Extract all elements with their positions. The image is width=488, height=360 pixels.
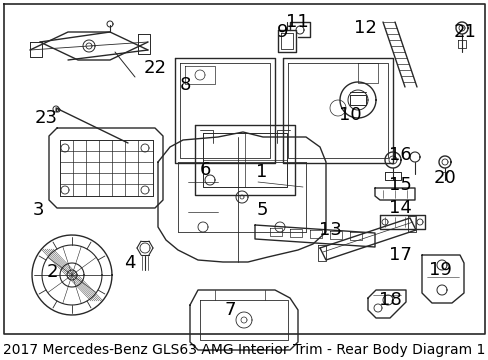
Text: 16: 16 — [388, 146, 410, 164]
Text: 6: 6 — [199, 161, 210, 179]
Text: 2: 2 — [46, 263, 58, 281]
Text: 20: 20 — [433, 169, 455, 187]
Text: 11: 11 — [285, 13, 308, 31]
Text: 7: 7 — [224, 301, 235, 319]
Text: 13: 13 — [318, 221, 341, 239]
Text: 5: 5 — [256, 201, 267, 219]
Text: 3: 3 — [32, 201, 43, 219]
Text: 10: 10 — [338, 106, 361, 124]
Text: 8: 8 — [179, 76, 190, 94]
Text: 12: 12 — [353, 19, 376, 37]
Text: 4: 4 — [124, 254, 136, 272]
Text: 9: 9 — [277, 23, 288, 41]
Text: 18: 18 — [378, 291, 401, 309]
Text: 21: 21 — [453, 23, 475, 41]
Text: 17: 17 — [388, 246, 410, 264]
Text: 23: 23 — [35, 109, 58, 127]
Text: 14: 14 — [388, 199, 410, 217]
Text: 22: 22 — [143, 59, 166, 77]
Text: 2017 Mercedes-Benz GLS63 AMG Interior Trim - Rear Body Diagram 1: 2017 Mercedes-Benz GLS63 AMG Interior Tr… — [3, 343, 485, 357]
Text: 19: 19 — [427, 261, 450, 279]
Text: 15: 15 — [388, 176, 410, 194]
Text: 1: 1 — [256, 163, 267, 181]
